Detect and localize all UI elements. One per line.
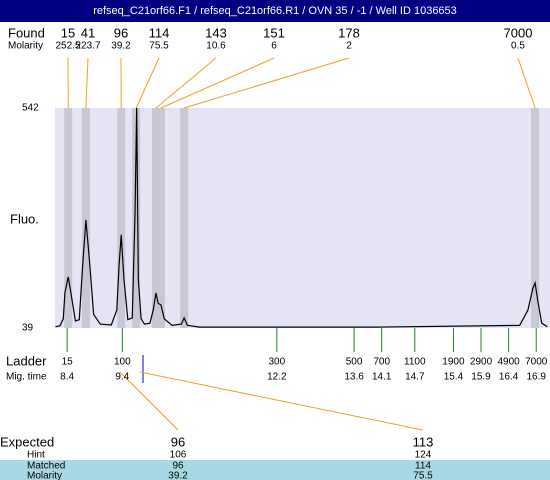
- expected-value: 113: [413, 434, 434, 449]
- expected-value: 124: [415, 450, 432, 461]
- found-molarity: 39.2: [111, 41, 131, 52]
- found-size: 178: [338, 25, 360, 40]
- ladder-size: 1900: [442, 357, 465, 368]
- peak-band: [64, 108, 73, 328]
- expected-value: 114: [415, 461, 431, 472]
- expected-value: 75.5: [413, 471, 433, 480]
- ladder-size: 2900: [470, 357, 493, 368]
- ladder-size: 1100: [404, 357, 426, 368]
- title-bar: [0, 0, 550, 22]
- found-label: Found: [8, 25, 45, 40]
- ladder-sublabel: Mig. time: [6, 372, 47, 383]
- peak-band: [81, 108, 90, 328]
- expected-link: [139, 371, 424, 431]
- title: refseq_C21orf66.F1 / refseq_C21orf66.R1 …: [93, 5, 457, 17]
- expected-value: 96: [172, 461, 184, 472]
- expected-link: [119, 371, 179, 431]
- ladder-mig-time: 16.4: [499, 372, 519, 383]
- found-size: 7000: [504, 25, 533, 40]
- found-molarity: 75.5: [149, 41, 169, 52]
- plot-area: [55, 108, 550, 328]
- ladder-size: 4900: [497, 357, 520, 368]
- expected-row-label: Molarity: [27, 471, 62, 480]
- ladder-size: 15: [62, 357, 74, 368]
- expected-value: 96: [171, 434, 185, 449]
- found-size: 151: [263, 25, 285, 40]
- ladder-size: 100: [114, 357, 131, 368]
- ladder-mig-time: 15.4: [444, 372, 464, 383]
- found-molarity: 10.6: [206, 41, 226, 52]
- ladder-size: 700: [373, 357, 390, 368]
- ladder-mig-time: 14.1: [372, 372, 392, 383]
- peak-band: [531, 108, 540, 328]
- found-molarity: 2: [346, 41, 352, 52]
- peak-band: [180, 108, 189, 328]
- found-size: 41: [81, 25, 95, 40]
- ladder-label: Ladder: [6, 353, 47, 368]
- found-molarity: 6: [271, 41, 277, 52]
- found-size: 96: [114, 25, 128, 40]
- peak-link: [85, 57, 89, 109]
- found-molarity: 223.7: [75, 41, 100, 52]
- ladder-mig-time: 13.6: [344, 372, 364, 383]
- peak-link: [135, 57, 160, 109]
- found-molarity: 252.5: [55, 41, 80, 52]
- expected-row-label: Expected: [0, 434, 54, 449]
- peak-band: [117, 108, 126, 328]
- ladder-mig-time: 12.2: [267, 372, 287, 383]
- peak-band: [132, 108, 141, 328]
- expected-value: 106: [170, 450, 187, 461]
- y-axis-label: Fluo.: [10, 211, 39, 226]
- peak-link: [155, 57, 217, 109]
- ladder-mig-time: 8.4: [60, 372, 74, 383]
- peak-band: [156, 108, 165, 328]
- ladder-size: 300: [268, 357, 285, 368]
- expected-row-label: Matched: [27, 461, 65, 472]
- found-sublabel: Molarity: [8, 41, 43, 52]
- ladder-mig-time: 14.7: [405, 372, 425, 383]
- ladder-mig-time: 16.9: [526, 372, 546, 383]
- found-size: 15: [61, 25, 75, 40]
- peak-link: [160, 57, 275, 109]
- y-tick-label: 542: [22, 103, 39, 114]
- peak-link: [517, 57, 536, 109]
- ladder-size: 500: [346, 357, 363, 368]
- trace: [55, 107, 548, 328]
- ladder-mig-time: 15.9: [471, 372, 491, 383]
- found-size: 114: [149, 25, 170, 40]
- ladder-mig-time: 9.4: [115, 372, 129, 383]
- expected-row-label: Hint: [27, 450, 45, 461]
- y-tick-label: 39: [22, 323, 34, 334]
- expected-value: 39.2: [168, 471, 188, 480]
- found-molarity: 0.5: [511, 41, 525, 52]
- peak-link: [183, 57, 350, 109]
- matched-highlight: [0, 460, 550, 480]
- found-size: 143: [205, 25, 227, 40]
- peak-band: [151, 108, 160, 328]
- ladder-size: 7000: [525, 357, 548, 368]
